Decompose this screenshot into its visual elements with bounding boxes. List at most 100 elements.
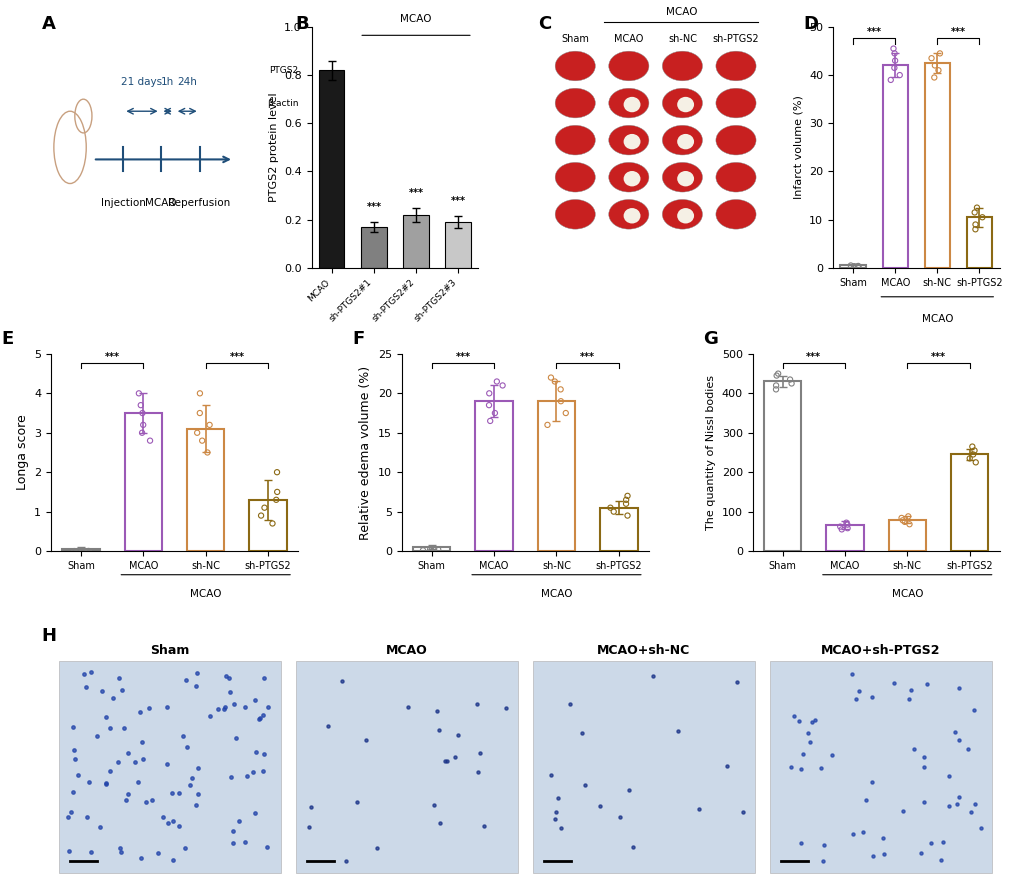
Ellipse shape — [715, 200, 755, 229]
Point — [483, 375, 499, 389]
Point — [840, 259, 856, 273]
Text: MCAO+sh-PTGS2: MCAO+sh-PTGS2 — [820, 644, 940, 658]
Text: MCAO: MCAO — [920, 314, 952, 323]
Bar — [881, 65, 907, 268]
Point — [973, 201, 989, 215]
Point — [616, 493, 633, 507]
Point — [922, 51, 938, 65]
Y-axis label: PTGS2 protein level: PTGS2 protein level — [268, 92, 278, 202]
Point — [836, 515, 852, 530]
Text: D: D — [802, 15, 817, 33]
Point — [602, 496, 619, 511]
Point — [556, 370, 573, 384]
Point — [887, 47, 903, 61]
Ellipse shape — [623, 134, 640, 150]
Text: MCAO: MCAO — [190, 589, 221, 599]
Point — [144, 398, 160, 412]
Point — [486, 378, 502, 392]
Text: H: H — [42, 627, 56, 645]
Bar — [124, 413, 162, 551]
Bar — [361, 227, 386, 268]
Point — [540, 394, 556, 409]
Point — [880, 61, 897, 75]
Point — [840, 259, 856, 273]
Ellipse shape — [661, 51, 702, 81]
Point — [676, 508, 692, 522]
Ellipse shape — [661, 125, 702, 155]
Bar — [950, 454, 987, 551]
Y-axis label: Longa score: Longa score — [15, 415, 29, 490]
Point — [839, 260, 855, 274]
Text: ***: *** — [805, 352, 820, 362]
Text: Injection: Injection — [101, 198, 146, 208]
Y-axis label: Relative edema volume (%): Relative edema volume (%) — [359, 366, 372, 539]
Ellipse shape — [661, 200, 702, 229]
Point — [934, 58, 951, 73]
Point — [430, 541, 446, 556]
Point — [252, 485, 268, 499]
Point — [194, 434, 210, 448]
Text: MCAO: MCAO — [665, 7, 696, 17]
Text: ***: *** — [105, 352, 119, 362]
Point — [954, 447, 970, 461]
Ellipse shape — [608, 51, 648, 81]
Text: β-actin: β-actin — [267, 99, 298, 108]
Point — [780, 366, 796, 381]
Point — [427, 543, 443, 557]
Point — [695, 154, 711, 168]
Point — [432, 542, 448, 556]
Text: ***: *** — [950, 27, 965, 37]
Point — [144, 418, 160, 432]
Point — [76, 544, 93, 558]
Ellipse shape — [677, 134, 693, 150]
Text: sh-NC: sh-NC — [667, 34, 696, 44]
Ellipse shape — [715, 88, 755, 118]
Point — [886, 54, 902, 68]
Point — [829, 522, 846, 537]
Point — [769, 376, 786, 391]
Text: ***: *** — [454, 352, 470, 362]
Bar — [413, 547, 450, 551]
Point — [127, 426, 144, 440]
Point — [539, 418, 555, 432]
Point — [71, 544, 88, 558]
Text: ***: *** — [229, 352, 245, 362]
Ellipse shape — [554, 88, 595, 118]
Point — [262, 465, 278, 479]
Text: ***: *** — [366, 202, 381, 212]
Bar — [763, 382, 801, 551]
Point — [970, 210, 986, 224]
Text: MCAO: MCAO — [613, 34, 643, 44]
Point — [969, 222, 985, 237]
Point — [76, 544, 93, 558]
Ellipse shape — [608, 125, 648, 155]
Ellipse shape — [554, 162, 595, 192]
Bar — [599, 508, 637, 551]
Ellipse shape — [661, 88, 702, 118]
Bar — [403, 215, 428, 268]
Ellipse shape — [623, 171, 640, 186]
Point — [613, 504, 630, 519]
Ellipse shape — [623, 208, 640, 223]
Point — [834, 520, 850, 534]
Point — [962, 439, 978, 453]
Point — [974, 205, 990, 220]
Point — [904, 511, 920, 525]
Y-axis label: The quantity of Nissl bodies: The quantity of Nissl bodies — [705, 375, 715, 530]
Point — [195, 406, 211, 420]
Text: Sham: Sham — [560, 34, 589, 44]
Ellipse shape — [715, 51, 755, 81]
Point — [555, 406, 572, 420]
Point — [833, 521, 849, 536]
Bar — [840, 265, 865, 268]
Point — [420, 542, 436, 556]
Ellipse shape — [608, 200, 648, 229]
Point — [543, 375, 559, 389]
Ellipse shape — [677, 208, 693, 223]
Bar — [445, 222, 471, 268]
Point — [74, 544, 91, 558]
Point — [906, 517, 922, 531]
Text: C: C — [537, 15, 550, 33]
Point — [70, 544, 87, 558]
Ellipse shape — [715, 162, 755, 192]
